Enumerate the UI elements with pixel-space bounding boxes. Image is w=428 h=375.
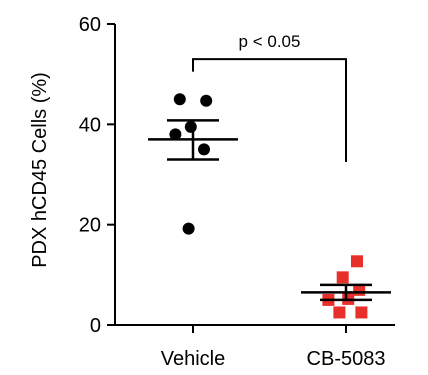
data-point	[200, 94, 213, 107]
series-cb-5083	[301, 255, 391, 319]
data-marks	[148, 58, 391, 319]
y-tick-label-0: 0	[90, 315, 101, 337]
data-point	[198, 143, 210, 156]
y-tick-label-20: 20	[79, 215, 101, 237]
data-point	[169, 128, 182, 141]
axes: 0 20 40 60 Vehicle CB-5083	[79, 14, 395, 370]
data-point	[184, 120, 197, 133]
series-vehicle	[148, 93, 238, 235]
x-tick-label-vehicle: Vehicle	[161, 348, 226, 370]
significance-bracket	[192, 58, 347, 162]
y-axis-label: PDX hCD45 Cells (%)	[29, 72, 51, 268]
significance-label: p < 0.05	[239, 32, 301, 51]
data-point	[333, 306, 346, 319]
y-tick-label-40: 40	[79, 114, 101, 136]
data-point	[351, 255, 363, 268]
data-point	[336, 271, 349, 284]
y-tick-label-60: 60	[79, 14, 101, 36]
data-point	[173, 93, 186, 106]
x-tick-label-cb-5083: CB-5083	[307, 348, 386, 370]
data-point	[355, 306, 368, 319]
data-point	[182, 222, 195, 235]
